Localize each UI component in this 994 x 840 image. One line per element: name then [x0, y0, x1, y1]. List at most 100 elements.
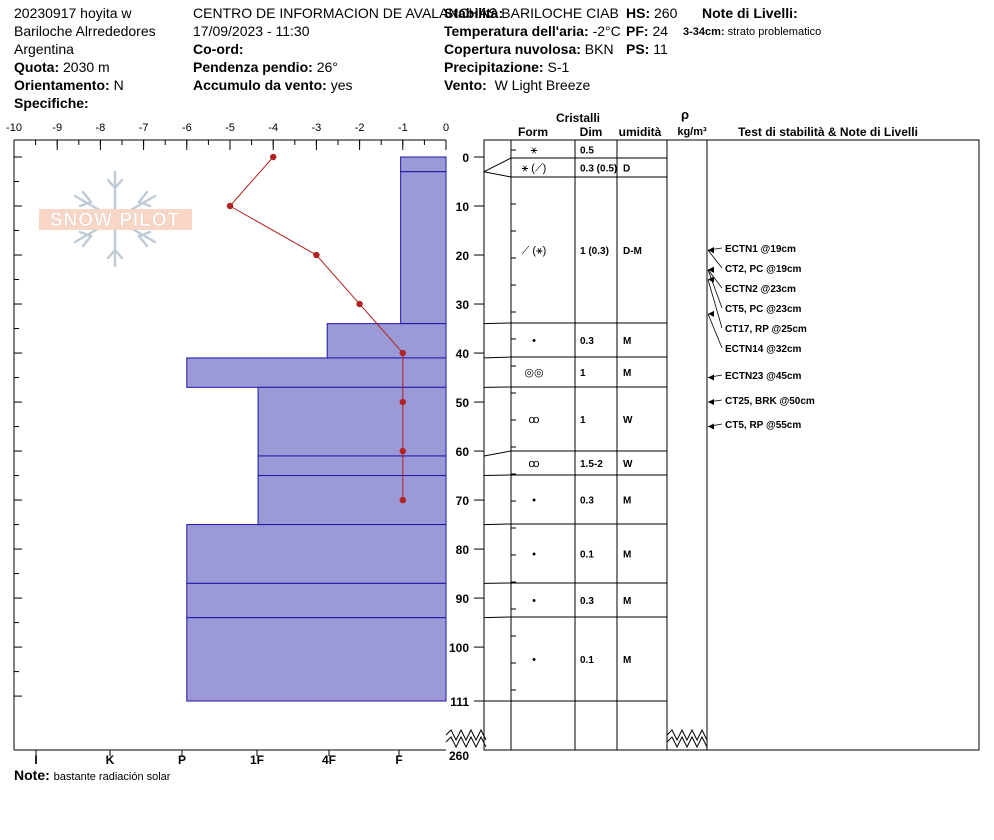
- grain-moisture: M: [623, 655, 631, 666]
- ski-penetration: PS: 11: [626, 41, 668, 57]
- depth-tick-label: 70: [456, 494, 470, 508]
- temperature-point: [270, 153, 277, 161]
- crystals-header: Cristalli: [556, 111, 600, 125]
- tests-header: Test di stabilità & Note di Livelli: [738, 125, 918, 139]
- temp-tick-label: -10: [6, 122, 22, 134]
- depth-break-zigzag: [445, 735, 487, 749]
- stability-test-label: ECTN2 @23cm: [725, 284, 796, 295]
- grain-size: 0.1: [580, 655, 594, 666]
- country: Argentina: [14, 41, 74, 57]
- depth-tick-label: 40: [456, 347, 470, 361]
- hardness-bar: [400, 171, 447, 325]
- grain-form: ⚹: [531, 145, 538, 157]
- hardness-bar: [257, 455, 447, 477]
- grain-form: ⟋ (⚹): [522, 245, 547, 257]
- temperature-point: [399, 349, 406, 357]
- stability-label: Stabilità:: [444, 5, 504, 21]
- stability-test-label: CT5, RP @55cm: [725, 420, 801, 431]
- hardness-tick-label: F: [395, 753, 402, 767]
- test-arrow: [708, 266, 714, 273]
- site-name: 20230917 hoyita w: [14, 5, 132, 21]
- wind-loading: Accumulo da vento: yes: [193, 77, 353, 93]
- temp-tick-label: -3: [312, 122, 322, 134]
- grain-size: 0.1: [580, 550, 594, 561]
- grain-moisture: M: [623, 336, 631, 347]
- test-leader-line: [707, 269, 723, 289]
- logo-text: SNOW PILOT: [50, 210, 180, 231]
- stability-test-label: CT17, RP @25cm: [725, 324, 807, 335]
- depth-tick-label: 90: [456, 592, 470, 606]
- test-arrow: [708, 310, 714, 317]
- depth-connector: [483, 157, 512, 173]
- grain-form: •: [532, 549, 536, 561]
- layer-note: 3-34cm: strato problematico: [683, 26, 822, 38]
- coordinates-label: Co-ord:: [193, 41, 244, 57]
- depth-tick-label: 111: [450, 695, 469, 709]
- depth-tick-label: 30: [456, 298, 470, 312]
- depth-tick-label: 0: [462, 151, 469, 165]
- grain-form: ꝏ: [528, 414, 539, 426]
- stability-test-label: ECTN14 @32cm: [725, 344, 802, 355]
- snowpilot-logo: SNOW PILOT: [39, 170, 192, 268]
- density-break-zigzag: [666, 735, 708, 749]
- grain-size: 1: [580, 415, 586, 426]
- cloud-cover: Copertura nuvolosa: BKN: [444, 41, 614, 57]
- depth-break-zigzag: [445, 728, 487, 742]
- density-break-zigzag: [666, 728, 708, 742]
- hardness-tick-label: I: [34, 753, 37, 767]
- hardness-bar: [186, 524, 447, 584]
- grain-form: ◎◎: [524, 367, 543, 379]
- test-arrow: [708, 423, 714, 430]
- depth-tick-label: 260: [449, 749, 469, 763]
- depth-tick-label: 100: [449, 641, 469, 655]
- precipitation: Precipitazione: S-1: [444, 59, 570, 75]
- test-leader-line: [707, 269, 723, 309]
- snow-height: HS: 260: [626, 5, 678, 21]
- test-arrow: [708, 276, 714, 283]
- depth-connector: [483, 450, 512, 457]
- temperature-point: [399, 398, 406, 406]
- temperature-line: [229, 156, 404, 501]
- crystal-table-frame: [483, 139, 980, 751]
- air-temperature: Temperatura dell'aria: -2°C: [444, 23, 621, 39]
- region: Bariloche Alrrededores: [14, 23, 156, 39]
- organization-title: CENTRO DE INFORMACION DE AVALANCHAS BARI…: [193, 5, 619, 21]
- grain-size: 1.5-2: [580, 459, 603, 470]
- stability-test-label: CT25, BRK @50cm: [725, 396, 815, 407]
- grain-moisture: M: [623, 596, 631, 607]
- temperature-point: [356, 300, 363, 308]
- temp-tick-label: -7: [139, 122, 149, 134]
- hardness-bar: [400, 156, 447, 173]
- hardness-bar: [257, 475, 447, 526]
- dim-header: Dim: [580, 125, 603, 139]
- grain-moisture: W: [623, 415, 633, 426]
- temp-tick-label: -8: [96, 122, 106, 134]
- grain-size: 0.3: [580, 496, 594, 507]
- test-arrow: [708, 247, 714, 254]
- grain-form: •: [532, 654, 536, 666]
- test-arrow: [708, 374, 714, 381]
- grain-size: 1 (0.3): [580, 246, 609, 257]
- depth-tick-label: 60: [456, 445, 470, 459]
- temperature-point: [313, 251, 320, 259]
- hardness-tick-label: 4F: [322, 753, 336, 767]
- temp-tick-label: 0: [443, 122, 449, 134]
- footer-note: Note: bastante radiación solar: [14, 767, 171, 783]
- grain-size: 0.3: [580, 336, 594, 347]
- grain-form: •: [532, 335, 536, 347]
- temp-tick-label: -1: [398, 122, 408, 134]
- depth-connector: [483, 616, 512, 619]
- hardness-bar: [186, 617, 447, 702]
- grain-moisture: W: [623, 459, 633, 470]
- depth-connector: [483, 356, 512, 359]
- depth-connector: [483, 322, 512, 325]
- grain-moisture: M: [623, 368, 631, 379]
- stability-test-label: CT2, PC @19cm: [725, 264, 802, 275]
- grain-form: •: [532, 495, 536, 507]
- stability-test-label: CT5, PC @23cm: [725, 304, 802, 315]
- hardness-bar: [326, 323, 447, 359]
- layer-notes-title: Note di Livelli:: [702, 5, 798, 21]
- temp-tick-label: -5: [225, 122, 235, 134]
- depth-connector: [483, 474, 512, 477]
